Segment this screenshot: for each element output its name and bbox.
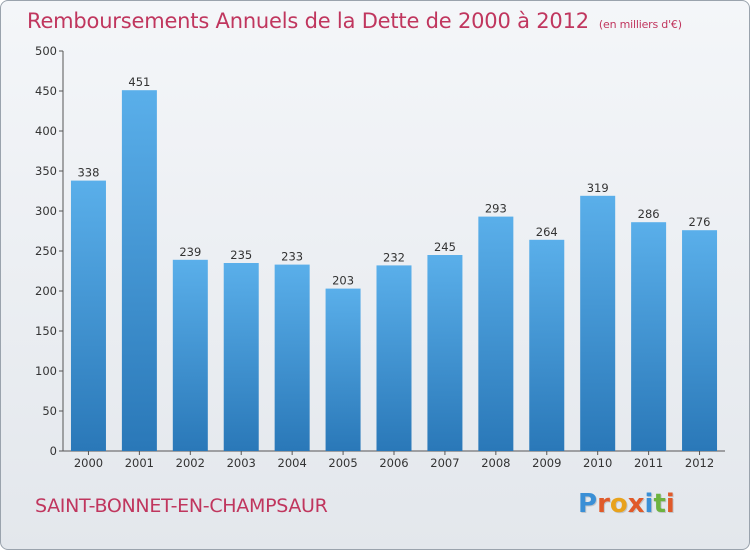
bar xyxy=(223,263,259,451)
bar xyxy=(529,239,565,451)
bar-value-label: 232 xyxy=(383,250,405,264)
bar-value-label: 239 xyxy=(179,245,201,259)
y-tick-label: 0 xyxy=(50,444,57,458)
y-tick-label: 350 xyxy=(35,164,57,178)
x-tick-label: 2000 xyxy=(74,456,103,470)
bar xyxy=(274,264,310,451)
y-tick-label: 150 xyxy=(35,324,57,338)
logo-letter: P xyxy=(578,489,598,519)
city-name: SAINT-BONNET-EN-CHAMPSAUR xyxy=(35,495,328,517)
logo-letter: r xyxy=(597,489,610,519)
y-tick-label: 50 xyxy=(42,404,57,418)
title-text: Remboursements Annuels de la Dette de 20… xyxy=(27,9,589,33)
bar xyxy=(631,222,667,451)
x-tick-label: 2008 xyxy=(481,456,510,470)
bar-value-label: 286 xyxy=(638,207,660,221)
y-tick-label: 400 xyxy=(35,124,57,138)
bar-value-label: 233 xyxy=(281,250,303,264)
x-axis: 2000 2001 2002 2003 2004 2005 2006 2007 2008 2009… xyxy=(63,450,725,470)
bar xyxy=(580,195,616,451)
bar xyxy=(427,255,463,451)
bar xyxy=(172,259,208,451)
x-tick-label: 2005 xyxy=(328,456,357,470)
chart-title: Remboursements Annuels de la Dette de 20… xyxy=(27,9,682,33)
bar-value-label: 235 xyxy=(230,248,252,262)
bar-value-label: 293 xyxy=(485,202,507,216)
bars: 338 451 239 235 233 203 232 245 293 264 319 286 276 xyxy=(70,75,718,451)
logo-letter: t xyxy=(653,489,666,519)
bar-value-label: 203 xyxy=(332,274,354,288)
y-tick-label: 500 xyxy=(35,44,57,58)
y-tick-label: 250 xyxy=(35,244,57,258)
x-tick-label: 2007 xyxy=(430,456,459,470)
bar xyxy=(376,265,412,451)
logo-letter: x xyxy=(627,489,645,519)
x-tick-label: 2001 xyxy=(125,456,154,470)
y-axis: 0 50 100 150 200 250 300 350 400 450 500 xyxy=(35,44,64,458)
y-tick-label: 200 xyxy=(35,284,57,298)
y-tick-label: 100 xyxy=(35,364,57,378)
y-tick-label: 450 xyxy=(35,84,57,98)
bar xyxy=(121,90,157,451)
logo-letter: o xyxy=(609,489,628,519)
bar-value-label: 276 xyxy=(689,215,711,229)
x-tick-label: 2011 xyxy=(634,456,663,470)
x-tick-label: 2004 xyxy=(278,456,307,470)
x-tick-label: 2009 xyxy=(532,456,561,470)
x-tick-label: 2012 xyxy=(685,456,714,470)
bar xyxy=(325,288,361,451)
y-tick-label: 300 xyxy=(35,204,57,218)
bar-value-label: 451 xyxy=(128,75,150,89)
logo-letter: i xyxy=(644,489,654,519)
bar-value-label: 245 xyxy=(434,240,456,254)
bar-value-label: 319 xyxy=(587,181,609,195)
bar xyxy=(478,216,514,451)
x-tick-label: 2006 xyxy=(379,456,408,470)
x-tick-label: 2002 xyxy=(176,456,205,470)
bar xyxy=(682,230,718,451)
bar-value-label: 264 xyxy=(536,225,558,239)
bar xyxy=(70,180,106,451)
proxiti-logo: Proxiti xyxy=(578,489,675,519)
x-tick-label: 2010 xyxy=(583,456,612,470)
x-tick-label: 2003 xyxy=(227,456,256,470)
bar-value-label: 338 xyxy=(77,166,99,180)
chart-subtitle: (en milliers d'€) xyxy=(598,18,682,31)
logo-letter: i xyxy=(665,489,675,519)
